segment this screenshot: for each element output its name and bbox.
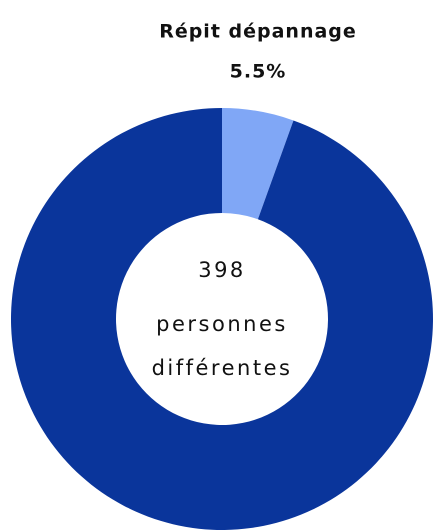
center-text: personnes [156,312,288,336]
center-text: 398 [198,258,246,282]
center-text: différentes [152,356,293,380]
donut-slice [10,107,433,530]
slice-label: Répit dépannage [159,21,357,43]
donut-slice [222,108,294,220]
value-label: 5.5% [230,61,287,83]
